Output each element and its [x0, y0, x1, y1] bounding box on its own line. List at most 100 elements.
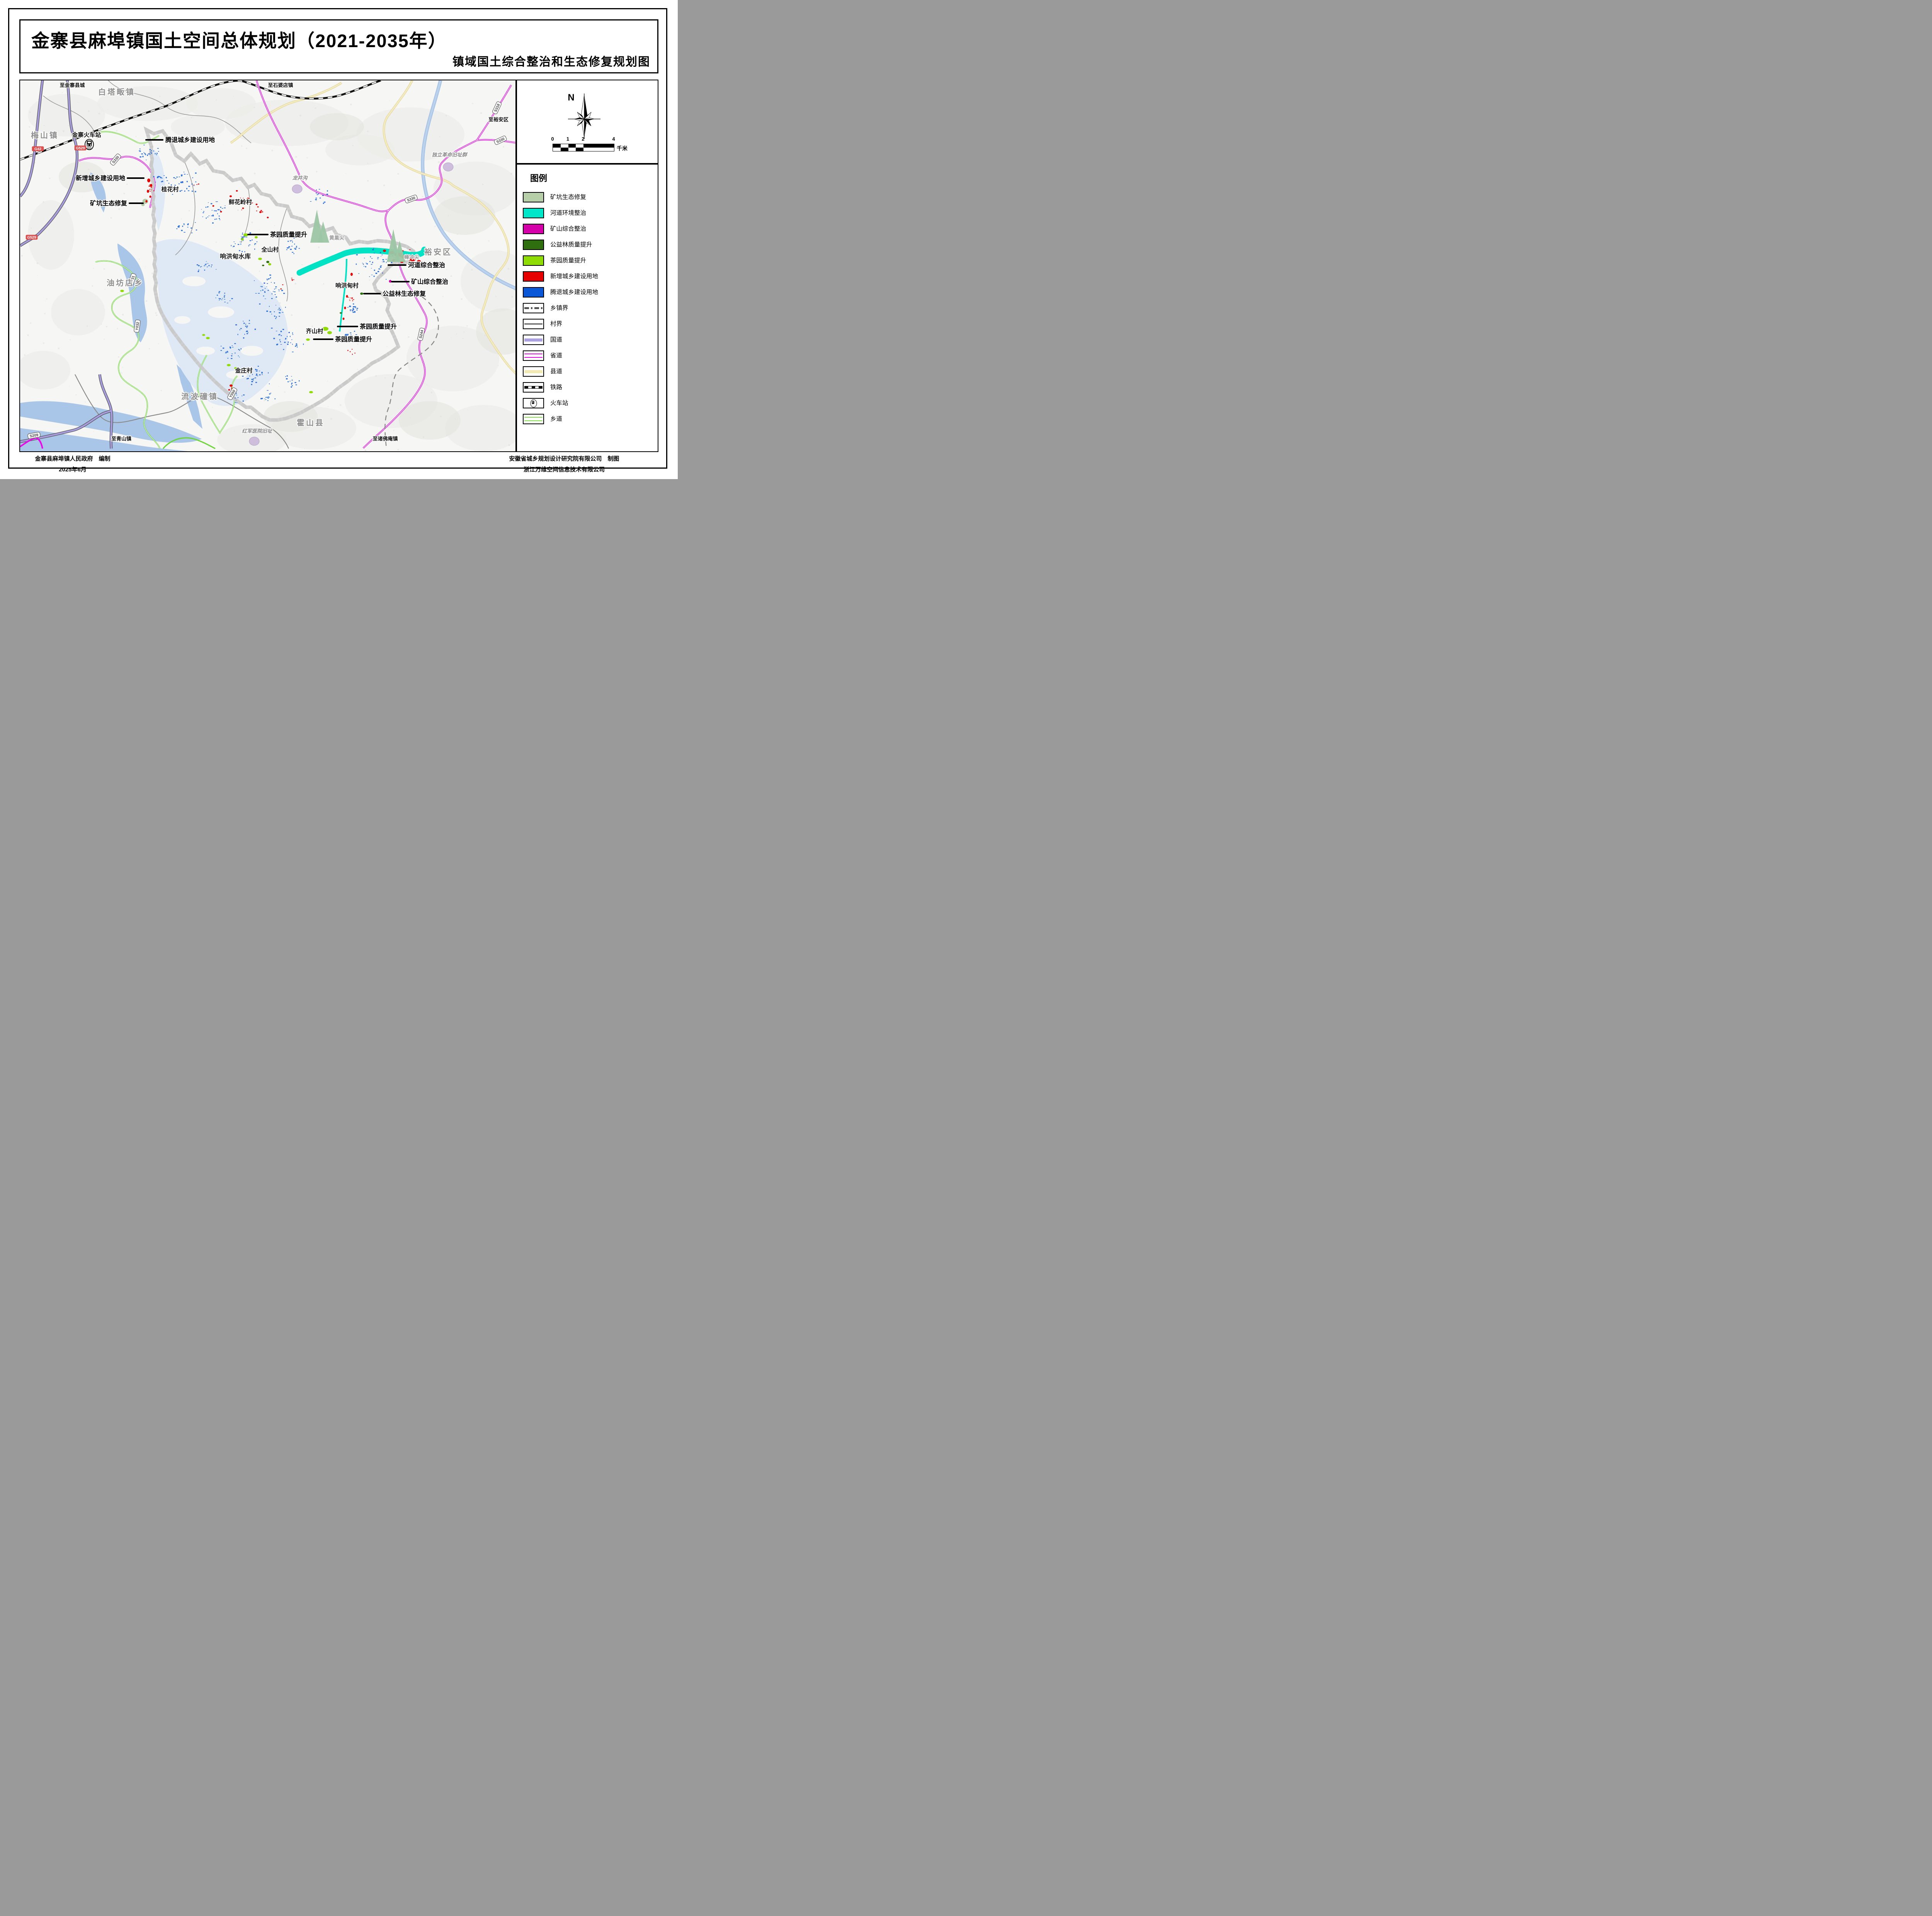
legend-swatch-fill	[523, 287, 544, 298]
scalebar-tick: 2	[582, 136, 585, 142]
train-station-icon: 金寨火车站	[71, 131, 102, 150]
legend-item-label: 县道	[550, 368, 563, 375]
legend-item-label: 省道	[550, 352, 563, 359]
county-boundary	[384, 296, 439, 449]
region-label: 油坊店乡	[107, 278, 144, 287]
direction-label: 至裕安区	[488, 117, 509, 122]
annotation-label: 矿山综合整治	[411, 278, 448, 286]
legend-swatch-road	[523, 335, 544, 345]
road-badge: S318	[492, 101, 502, 114]
village-label: 金庄村	[235, 367, 252, 374]
heritage-site-label: 龙井沟	[292, 175, 308, 181]
road-badge: Y031	[128, 273, 136, 286]
road-badge: S209	[27, 432, 41, 439]
river-remediation	[296, 247, 427, 332]
credit-left-line2: 2025年6月	[59, 466, 87, 473]
page-title: 金寨县麻埠镇国土空间总体规划（2021-2035年）	[31, 31, 447, 51]
legend-item: 县道	[517, 366, 658, 377]
compass-panel: N 千米 0 1 2 4	[516, 80, 658, 164]
plan-sheet: 金寨县麻埠镇国土空间总体规划（2021-2035年） 镇域国土综合整治和生态修复…	[0, 0, 678, 479]
legend-item-label: 新增城乡建设用地	[550, 273, 599, 280]
water-label: 响洪甸水库	[220, 253, 251, 260]
heritage-site-label: 红军医院旧址	[242, 428, 273, 434]
legend-item: 国道	[517, 335, 658, 345]
scalebar-tick: 0	[551, 136, 554, 142]
legend-item-label: 茶园质量提升	[550, 257, 587, 264]
svg-text:G529: G529	[27, 235, 36, 240]
legend-swatch-fill	[523, 192, 544, 202]
heritage-site-icon	[443, 162, 454, 172]
legend-item-label: 矿坑生态修复	[550, 194, 587, 201]
legend-swatch-road-double	[523, 350, 544, 361]
rural-roads	[75, 374, 289, 449]
annotation-label: 河道综合整治	[408, 262, 445, 269]
legend-swatch-station	[523, 398, 544, 408]
water-layer	[20, 80, 515, 451]
heritage-site-icon	[292, 184, 303, 194]
train-station-label: 金寨火车站	[71, 131, 101, 138]
region-label: 霍山县	[297, 418, 325, 427]
mountain-label: 峰冲尖	[404, 254, 419, 260]
annotation-label: 公益林生态修复	[383, 290, 426, 298]
legend-item-label: 村界	[550, 321, 563, 327]
scalebar-unit: 千米	[617, 145, 628, 151]
annotation-label: 茶园质量提升	[270, 231, 307, 238]
road-badge: G42	[32, 146, 44, 151]
road-badge: Y032	[134, 320, 141, 333]
direction-label: 至石婆店镇	[268, 82, 293, 88]
county-roads	[230, 80, 515, 375]
legend-item-label: 国道	[550, 337, 563, 343]
village-label: 鲜花岭村	[229, 199, 252, 206]
legend-item-label: 铁路	[550, 384, 563, 391]
mountain-label: 黄巢尖	[329, 235, 344, 241]
heritage-site-icon	[249, 437, 260, 446]
scalebar-tick: 4	[612, 136, 615, 142]
svg-text:Y032: Y032	[135, 321, 140, 331]
region-label: 白塔畈镇	[98, 87, 135, 97]
map-annotations: 腾退城乡建设用地新增城乡建设用地矿坑生态修复茶园质量提升河道综合整治矿山综合整治…	[75, 136, 449, 343]
legend-swatch-fill	[523, 208, 544, 218]
legend-item: 茶园质量提升	[517, 255, 658, 266]
svg-text:S209: S209	[29, 433, 39, 439]
credit-left: 金寨县麻埠镇人民政府 编制 2025年6月	[11, 454, 134, 476]
svg-text:S244: S244	[418, 329, 425, 339]
legend-item: 火车站	[517, 398, 658, 408]
credit-right-line1: 安徽省城乡规划设计研究院有限公司 制图	[509, 456, 619, 462]
town-boundary	[143, 126, 418, 422]
legend-swatch-fill	[523, 255, 544, 266]
legend-item: 河道环境整治	[517, 208, 658, 218]
credit-right-line2: 浙江万维空间信息技术有限公司	[523, 466, 605, 473]
direction-label: 至诸佛庵镇	[372, 436, 398, 442]
legend-swatch-road-double	[523, 414, 544, 424]
legend-item-label: 河道环境整治	[550, 210, 587, 216]
legend-item-label: 火车站	[550, 400, 568, 406]
north-label: N	[568, 92, 574, 103]
legend-title: 图例	[530, 173, 548, 183]
direction-label: 至青山镇	[111, 436, 131, 442]
terrain-layer	[20, 80, 515, 451]
legend-item: 铁路	[517, 382, 658, 393]
legend-swatch-fill	[523, 240, 544, 250]
legend-swatch-railway	[523, 382, 544, 393]
legend-swatch-road	[523, 366, 544, 377]
legend-swatch-fill	[523, 224, 544, 234]
map-area: 黄巢尖 峰冲尖 龙井沟 独立革命旧址群 红军医院旧址 金寨火车站 S330 S330 S3…	[19, 80, 516, 452]
legend-item: 乡镇界	[517, 303, 658, 313]
direction-label: 至金寨县城	[60, 82, 85, 88]
sheet-frame	[8, 8, 667, 469]
village-label: 响洪甸村	[335, 282, 359, 289]
legend-item-label: 乡道	[550, 416, 563, 422]
legend-item-label: 乡镇界	[550, 305, 568, 311]
annotation-label: 茶园质量提升	[335, 336, 372, 343]
village-label: 齐山村	[306, 328, 323, 335]
annotation-label: 矿坑生态修复	[90, 200, 128, 207]
annotation-label: 腾退城乡建设用地	[165, 136, 215, 144]
railway-line	[20, 80, 381, 161]
credit-left-line1: 金寨县麻埠镇人民政府 编制	[35, 456, 111, 462]
road-badge: S330	[494, 136, 507, 145]
